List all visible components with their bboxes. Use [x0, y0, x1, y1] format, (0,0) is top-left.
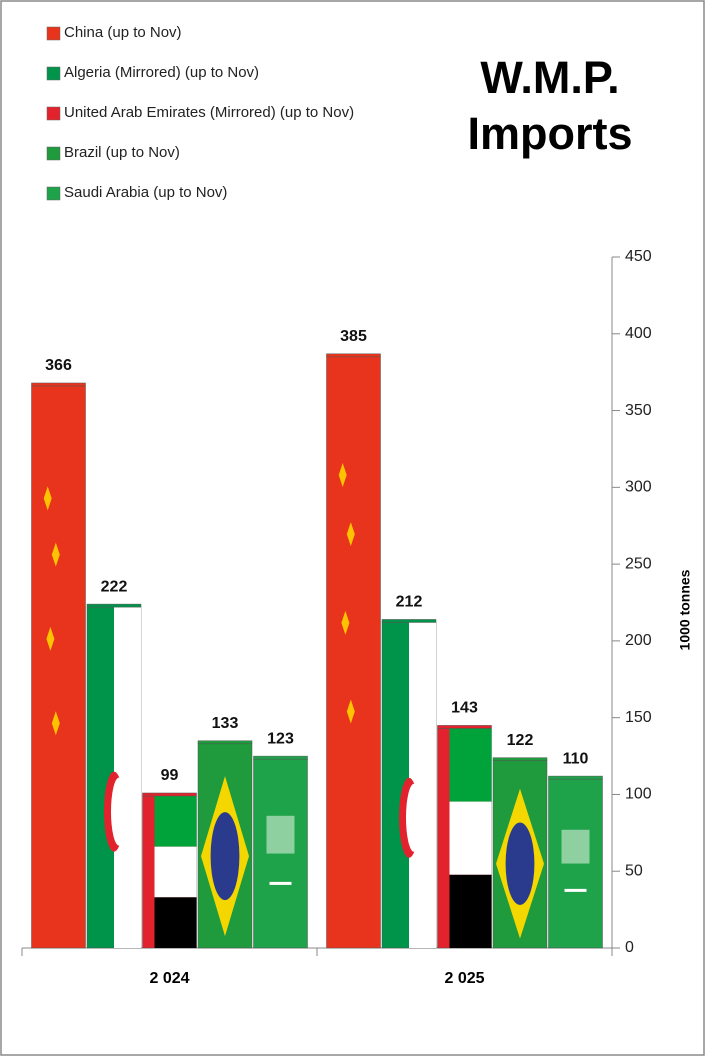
chart-title: W.M.P. Imports: [467, 52, 633, 159]
flag-globe: [210, 812, 240, 901]
legend-swatch: [46, 186, 61, 201]
bar-top: [253, 755, 308, 760]
bar: [31, 385, 86, 949]
data-label: 110: [563, 750, 589, 767]
bar-top: [86, 603, 142, 608]
flag-globe: [505, 822, 535, 905]
flag-star: [51, 542, 60, 567]
x-tick-label: 2 025: [444, 970, 484, 987]
y-tick-label: 250: [625, 555, 652, 572]
bar-top: [31, 382, 86, 387]
bar-top: [437, 725, 492, 729]
y-tick-label: 200: [625, 632, 652, 649]
legend-swatch: [46, 66, 61, 81]
y-tick-label: 50: [625, 862, 643, 879]
legend-label: Algeria (Mirrored) (up to Nov): [64, 64, 259, 81]
flag-sword: [269, 881, 292, 885]
y-tick-label: 150: [625, 709, 652, 726]
flag-stripe: [449, 728, 492, 802]
data-label: 99: [161, 767, 179, 784]
y-tick-label: 300: [625, 479, 652, 496]
flag-star: [346, 522, 355, 547]
y-tick-label: 400: [625, 325, 652, 342]
flag-stripe: [449, 874, 492, 948]
y-axis-label: 1000 tonnes: [677, 569, 693, 650]
flag-stripe: [154, 795, 197, 847]
legend-swatch: [46, 26, 61, 41]
flag-crescent: [111, 777, 127, 846]
bar-top: [548, 775, 603, 780]
flag-crescent: [406, 783, 422, 852]
data-label: 212: [396, 594, 423, 611]
flag-script: [561, 829, 590, 864]
flag-star: [341, 610, 350, 635]
x-tick-label: 2 024: [149, 970, 189, 987]
flag-star: [51, 711, 60, 736]
bar-top: [326, 353, 381, 358]
legend-label: Brazil (up to Nov): [64, 144, 180, 161]
bar-top: [142, 792, 197, 797]
legend-label: Saudi Arabia (up to Nov): [64, 184, 227, 201]
flag-star: [46, 626, 55, 651]
bar-top: [492, 757, 548, 761]
data-label: 133: [212, 715, 239, 732]
bar: [326, 356, 381, 949]
data-label: 222: [101, 578, 128, 595]
flag-stripe: [449, 801, 492, 875]
y-tick-label: 100: [625, 786, 652, 803]
flag-stripe: [154, 846, 197, 898]
data-label: 385: [340, 328, 367, 345]
data-label: 123: [267, 730, 294, 747]
bar-top: [381, 619, 437, 623]
legend-label: United Arab Emirates (Mirrored) (up to N…: [64, 104, 354, 121]
flag-sword: [564, 888, 587, 892]
y-tick-label: 0: [625, 939, 634, 956]
legend-swatch: [46, 146, 61, 161]
data-label: 143: [451, 700, 478, 717]
flag-star: [43, 486, 52, 511]
y-tick-label: 450: [625, 248, 652, 265]
flag-stripe: [154, 897, 197, 948]
legend-label: China (up to Nov): [64, 24, 182, 41]
bar-top: [197, 740, 253, 745]
data-label: 366: [45, 357, 72, 374]
y-tick-label: 350: [625, 402, 652, 419]
flag-star: [338, 463, 347, 488]
data-label: 122: [507, 732, 534, 749]
flag-script: [266, 815, 295, 854]
flag-star: [346, 699, 355, 724]
legend-swatch: [46, 106, 61, 121]
